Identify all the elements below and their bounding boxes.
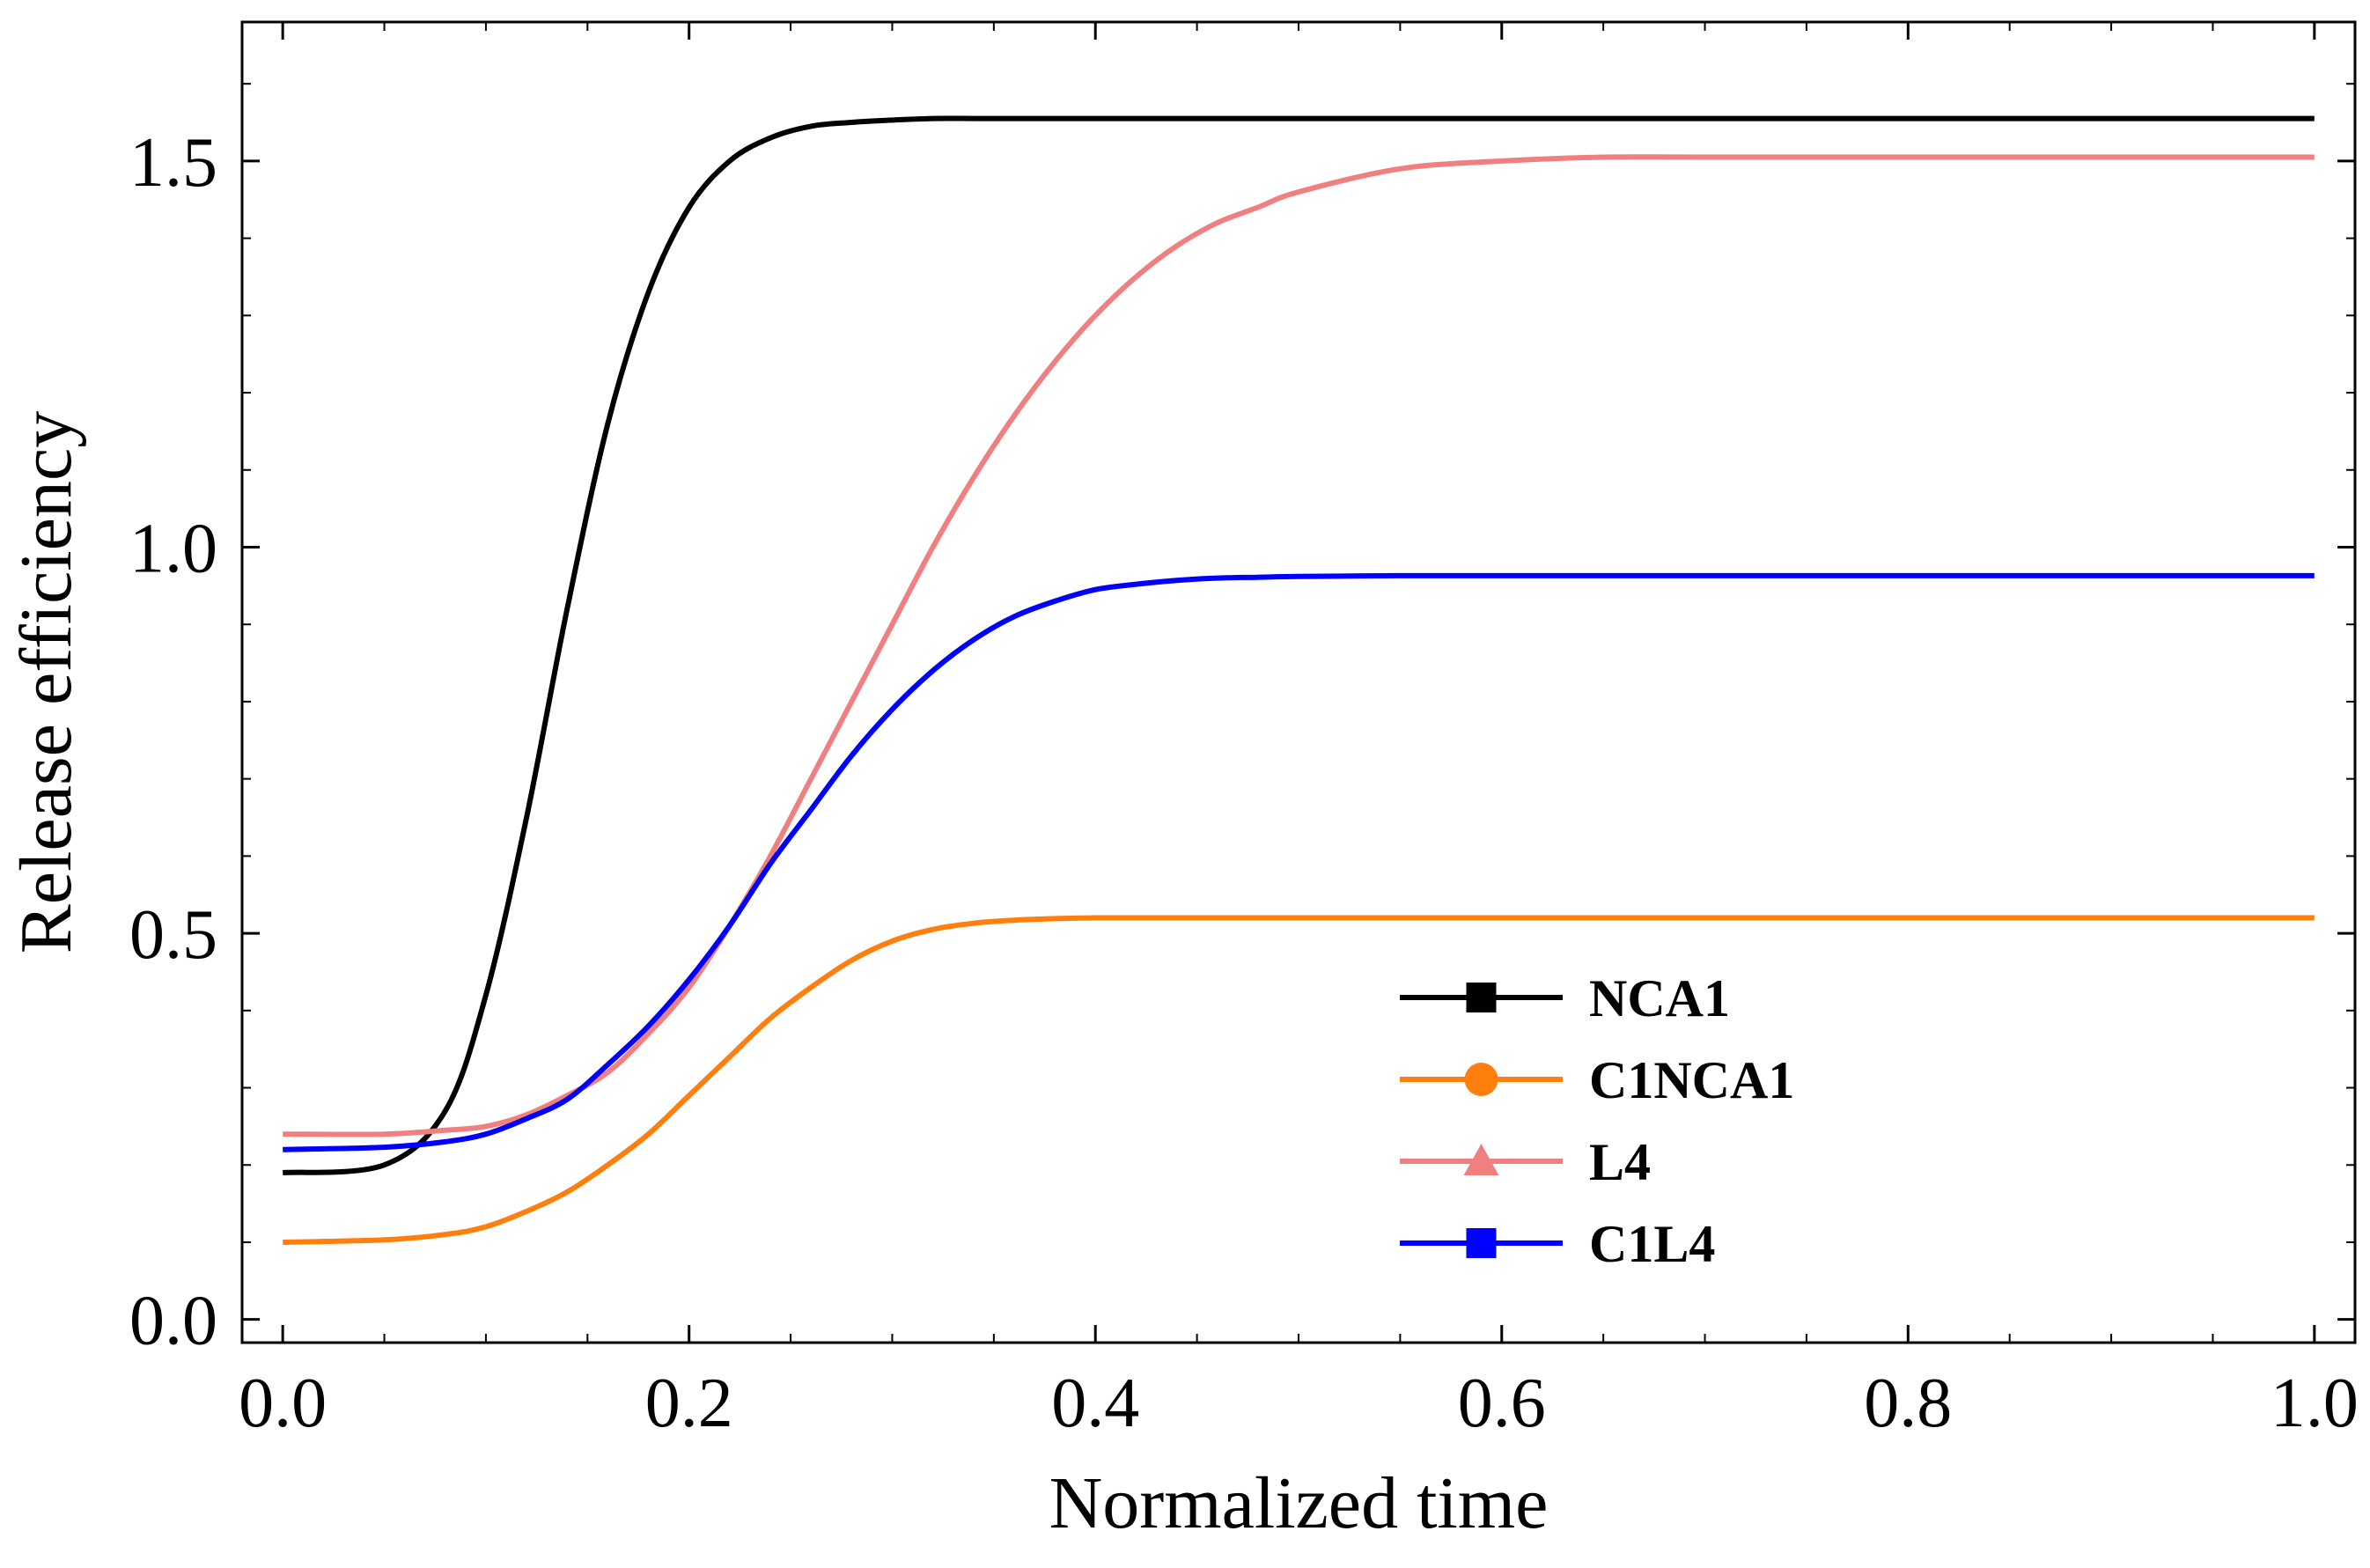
legend-marker-triangle [1463, 1144, 1499, 1175]
legend-marker-square [1466, 1228, 1497, 1258]
series-line-c1l4 [283, 572, 2315, 1152]
legend-item-l4: L4 [1400, 1133, 1651, 1191]
series-line-nca1 [282, 115, 2315, 1175]
minor-ticks [242, 22, 2355, 1343]
x-tick-label: 0.8 [1864, 1365, 1952, 1442]
y-tick-labels: 0.0 0.5 1.0 1.5 [129, 124, 217, 1360]
series-lines [282, 115, 2315, 1245]
legend-item-nca1: NCA1 [1400, 969, 1730, 1027]
x-tick-label: 0.0 [239, 1365, 327, 1442]
x-tick-label: 0.6 [1458, 1365, 1546, 1442]
y-tick-label: 1.0 [129, 510, 217, 587]
major-ticks [242, 22, 2355, 1343]
y-axis-title: Release efficiency [5, 411, 87, 953]
y-tick-label: 1.5 [129, 124, 217, 202]
plot-frame [240, 20, 2357, 1344]
legend: NCA1 C1NCA1 L4 C1L4 [1400, 969, 1794, 1273]
x-tick-label: 1.0 [2271, 1365, 2359, 1442]
x-axis-title: Normalized time [1049, 1462, 1549, 1544]
legend-item-c1nca1: C1NCA1 [1400, 1051, 1794, 1109]
legend-label: C1NCA1 [1589, 1051, 1794, 1109]
x-tick-label: 0.2 [645, 1365, 733, 1442]
y-tick-label: 0.0 [129, 1283, 217, 1360]
series-line-c1nca1 [283, 915, 2315, 1245]
legend-marker-circle [1464, 1063, 1498, 1096]
x-tick-labels: 0.0 0.2 0.4 0.6 0.8 1.0 [239, 1365, 2359, 1442]
legend-label: C1L4 [1589, 1215, 1715, 1273]
legend-label: NCA1 [1589, 969, 1730, 1027]
legend-item-c1l4: C1L4 [1400, 1215, 1715, 1273]
series-line-l4 [283, 154, 2315, 1137]
y-tick-label: 0.5 [129, 896, 217, 974]
legend-marker-square [1466, 983, 1497, 1012]
x-tick-label: 0.4 [1051, 1365, 1139, 1442]
legend-label: L4 [1589, 1133, 1651, 1191]
